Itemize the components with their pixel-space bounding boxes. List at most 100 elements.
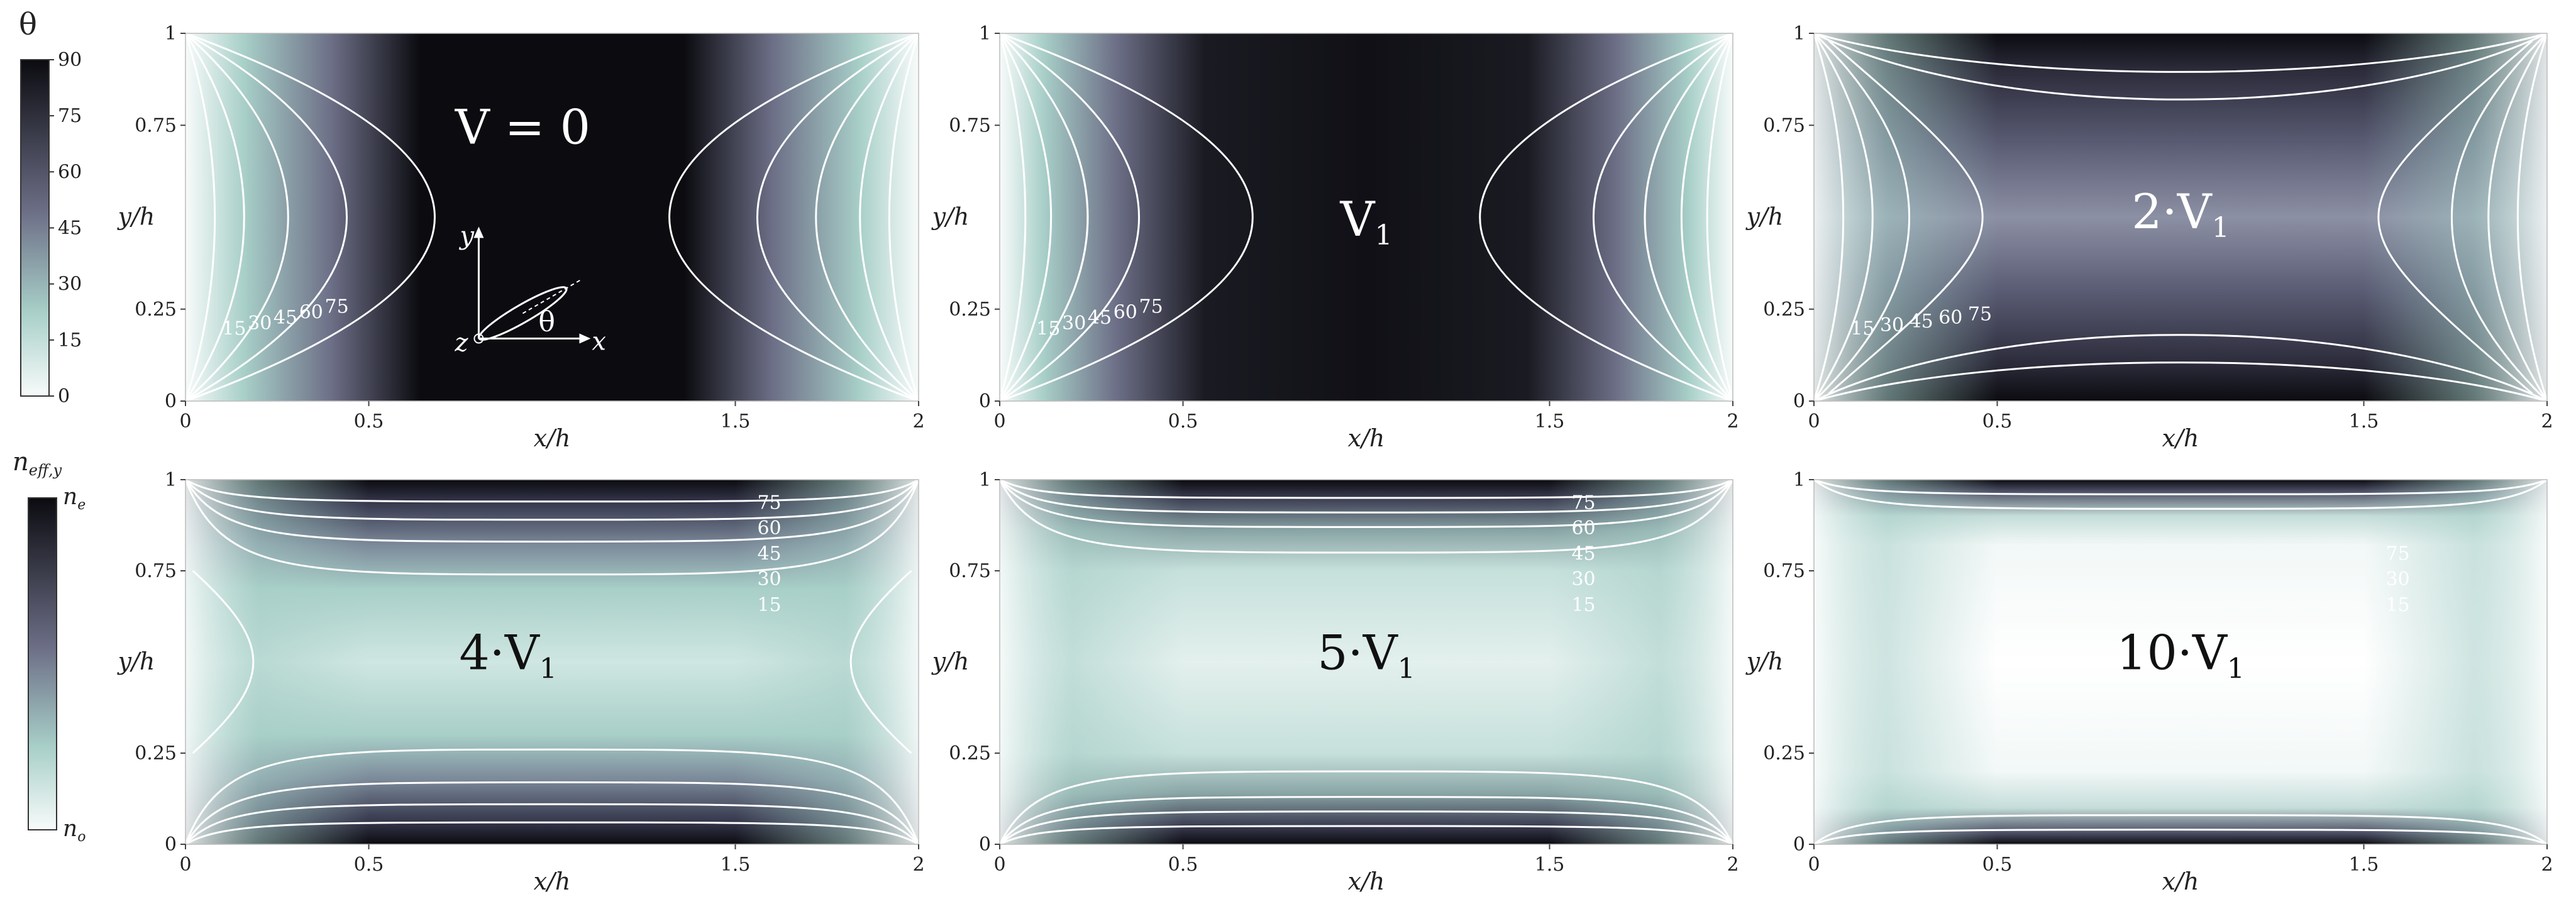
- contour-label: 30: [1062, 312, 1086, 334]
- voltage-label-main: 4·V: [459, 625, 540, 681]
- contour-line: [184, 748, 920, 845]
- voltage-label-sub: 1: [2212, 212, 2230, 244]
- contour-line: [184, 479, 920, 576]
- contour-label: 30: [2385, 568, 2409, 590]
- contour-label: 60: [1114, 301, 1137, 323]
- x-axis-label: x/h: [2162, 868, 2199, 895]
- contour-line: [184, 33, 245, 402]
- x-tick-label: 0.5: [354, 411, 384, 433]
- contour-label: 15: [1036, 318, 1060, 340]
- y-tick-label: 0.75: [1763, 560, 1805, 582]
- colorbar-theta-tick: 60: [58, 161, 82, 183]
- voltage-label-sub: 1: [539, 653, 557, 685]
- contour-line: [1813, 32, 2548, 73]
- colorbar-theta: θ 90 75 60 45 30 15 0: [19, 7, 82, 407]
- y-tick-label: 0.25: [1763, 742, 1805, 764]
- contour-label: 15: [757, 594, 781, 616]
- colorbar-theta-title: θ: [19, 7, 37, 42]
- x-axis-label: x/h: [1348, 424, 1385, 452]
- y-tick-label: 0: [165, 834, 177, 856]
- contour-line: [2450, 32, 2548, 402]
- contour-line: [998, 796, 1734, 845]
- x-axis-label: x/h: [534, 868, 571, 895]
- contour-line: [859, 33, 920, 402]
- contour-label: 45: [274, 307, 297, 329]
- inset-theta-label: θ: [538, 306, 555, 338]
- colorbar-theta-tick: 0: [58, 385, 70, 407]
- x-tick-label: 0.5: [1168, 854, 1198, 876]
- y-tick-label: 0.25: [135, 299, 177, 321]
- x-tick-label: 0: [993, 854, 1005, 876]
- y-axis-label: y/h: [117, 203, 155, 231]
- heatmap-field: [1000, 33, 1733, 401]
- contour-label: 45: [1910, 311, 1933, 333]
- colorbar-theta-tick: 30: [58, 273, 82, 295]
- contour-line: [999, 825, 1733, 846]
- contour-line: [999, 478, 1733, 514]
- y-tick-label: 0: [1793, 834, 1805, 856]
- contour-label: 75: [325, 296, 349, 318]
- x-tick-label: 0: [179, 411, 191, 433]
- x-arrowhead-icon: [579, 333, 591, 344]
- heatmap-edge-shading: [1814, 480, 2547, 844]
- contour-label: 60: [299, 301, 323, 323]
- x-axis-label: x/h: [1348, 868, 1385, 895]
- voltage-label: 4·V1: [459, 625, 556, 685]
- contour-line: [2377, 40, 2533, 395]
- colorbar-theta-tick: 15: [58, 329, 82, 351]
- contour-label: 75: [1139, 296, 1163, 318]
- voltage-label-main: 5·V: [1317, 625, 1398, 681]
- y-tick-label: 0.25: [949, 299, 991, 321]
- plot-frame: [185, 479, 919, 845]
- contour-line: [192, 570, 255, 754]
- contour-line: [998, 33, 1053, 402]
- contour-line: [184, 479, 920, 543]
- x-tick-label: 2: [1727, 854, 1739, 876]
- y-tick-label: 1: [1793, 469, 1805, 491]
- x-tick-label: 1.5: [2349, 411, 2379, 433]
- y-tick-label: 0: [979, 390, 991, 412]
- colorbar-neff-bottom: no: [63, 816, 86, 845]
- contour-line: [2487, 33, 2548, 402]
- x-tick-label: 0: [1808, 854, 1820, 876]
- plot-frame: [999, 479, 1733, 845]
- contour-label: 75: [1968, 303, 1992, 325]
- colorbar-theta-bar: [20, 59, 50, 397]
- contour-line: [185, 478, 919, 503]
- y-tick-label: 0.75: [1763, 114, 1805, 136]
- contour-label: 75: [757, 492, 781, 514]
- contour-line: [1813, 814, 2548, 846]
- contour-line: [1813, 478, 2548, 510]
- contour-line: [1828, 40, 1984, 395]
- contour-line: [1813, 478, 2548, 495]
- colorbar-neff: neff,y ne no: [13, 448, 86, 845]
- heatmap-edge-shading: [185, 480, 919, 844]
- contour-line: [998, 479, 1734, 554]
- contour-line: [998, 479, 1734, 528]
- contour-line: [185, 821, 919, 846]
- x-tick-label: 1.5: [721, 411, 751, 433]
- director-dashed-line: [522, 278, 583, 314]
- y-tick-label: 1: [165, 23, 177, 45]
- contour-line: [1813, 32, 2548, 101]
- colorbar-neff-top: ne: [63, 484, 86, 513]
- contour-line: [999, 478, 1733, 499]
- voltage-label: V1: [1340, 191, 1393, 251]
- z-axis-dot-icon: [473, 333, 484, 344]
- x-tick-label: 1.5: [1535, 411, 1565, 433]
- x-tick-label: 2: [2541, 854, 2553, 876]
- colorbar-theta-ticks: 90 75 60 45 30 15 0: [49, 49, 82, 407]
- heatmap-field: [185, 33, 919, 401]
- voltage-label-main: 10·V: [2116, 625, 2228, 681]
- inset-z-label: z: [454, 329, 468, 358]
- y-tick-label: 0: [1793, 390, 1805, 412]
- y-tick-label: 0.75: [949, 114, 991, 136]
- contour-line: [1813, 334, 2548, 402]
- contour-label: 45: [1571, 543, 1595, 565]
- voltage-label: V = 0: [455, 99, 590, 155]
